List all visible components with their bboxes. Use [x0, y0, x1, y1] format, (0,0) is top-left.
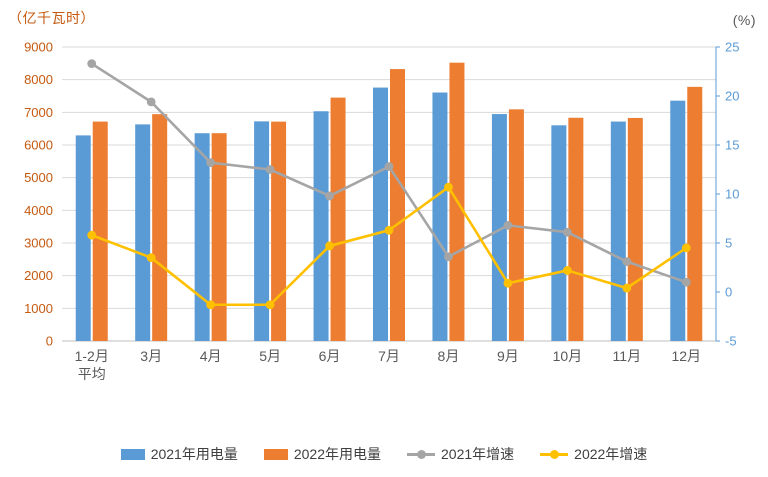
marker-2021年增速 — [146, 97, 156, 107]
bar-2021年用电量 — [254, 121, 270, 341]
left-axis-tick-label: 0 — [46, 334, 53, 349]
left-axis-tick-label: 2000 — [24, 268, 53, 283]
x-axis-label: 9月 — [497, 348, 519, 364]
marker-2022年增速 — [562, 266, 572, 275]
bar-2022年用电量 — [330, 97, 346, 341]
right-axis-tick-label: 5 — [725, 236, 732, 251]
bar-2021年用电量 — [432, 92, 448, 341]
legend-item-2021年增速: 2021年增速 — [407, 444, 514, 464]
bar-2021年用电量 — [313, 111, 329, 341]
legend-swatch-icon — [263, 448, 288, 460]
legend-swatch-icon — [120, 448, 145, 460]
bar-2022年用电量 — [211, 133, 227, 341]
bar-2021年用电量 — [194, 133, 210, 341]
x-axis-label: 1-2月平均 — [75, 348, 109, 382]
marker-2022年增速 — [444, 182, 453, 192]
marker-2021年增速 — [384, 162, 394, 171]
bar-2021年用电量 — [373, 87, 388, 342]
x-axis-label: 10月 — [553, 348, 583, 364]
bar-2021年用电量 — [135, 124, 151, 342]
right-axis-tick-label: 10 — [725, 187, 739, 202]
x-axis-label: 4月 — [200, 348, 222, 364]
chart-legend: 2021年用电量 2022年用电量 2021年增速 2022年增速 — [0, 444, 768, 464]
x-axis-label: 7月 — [378, 348, 400, 364]
bar-2022年用电量 — [390, 69, 405, 341]
left-axis-tick-label: 4000 — [24, 203, 53, 218]
marker-2021年增速 — [622, 257, 632, 267]
marker-2021年增速 — [562, 227, 572, 237]
x-axis-label: 11月 — [613, 348, 642, 364]
legend-label: 2021年用电量 — [150, 446, 238, 462]
right-axis-title: (%) — [732, 12, 756, 28]
bar-2022年用电量 — [568, 117, 584, 341]
legend-label: 2021年增速 — [441, 446, 515, 462]
legend-line-marker-icon — [407, 449, 435, 460]
marker-2022年增速 — [622, 283, 632, 293]
marker-2021年增速 — [87, 59, 97, 69]
bar-2021年用电量 — [670, 100, 686, 342]
left-axis-tick-label: 1000 — [24, 301, 53, 316]
right-axis-tick-label: 20 — [725, 89, 739, 104]
right-axis-tick-label: -5 — [725, 334, 737, 349]
combo-chart: 0 1000 2000 3000 4000 5000 6000 7000 8000 9000 -5 0… — [24, 40, 739, 383]
left-axis-tick-label: 8000 — [24, 72, 53, 87]
bar-2021年用电量 — [491, 114, 507, 341]
left-axis-tick-label: 6000 — [24, 138, 53, 153]
bar-2022年用电量 — [92, 121, 108, 341]
marker-2021年增速 — [206, 158, 216, 168]
line-2021年增速 — [91, 62, 687, 284]
marker-2022年增速 — [87, 230, 97, 240]
legend-label: 2022年增速 — [574, 446, 648, 462]
x-axis-label: 5月 — [259, 348, 281, 364]
legend-line-marker-icon — [540, 449, 569, 460]
x-axis-label: 8月 — [438, 348, 460, 364]
bar-2021年用电量 — [75, 135, 91, 341]
x-axis-label: 6月 — [319, 348, 341, 364]
legend-item-2022年用电量: 2022年用电量 — [263, 444, 381, 464]
marker-2021年增速 — [325, 191, 334, 201]
marker-2021年增速 — [444, 252, 453, 262]
marker-2021年增速 — [503, 220, 513, 230]
bar-2021年用电量 — [551, 125, 567, 341]
marker-2022年增速 — [265, 300, 275, 310]
marker-2022年增速 — [681, 243, 691, 253]
marker-2022年增速 — [384, 225, 394, 235]
marker-2022年增速 — [503, 278, 513, 288]
left-axis-tick-label: 9000 — [24, 40, 53, 55]
marker-2021年增速 — [681, 277, 691, 287]
marker-2022年增速 — [146, 253, 156, 263]
bar-2022年用电量 — [687, 86, 703, 341]
right-axis-tick-label: 25 — [725, 40, 739, 55]
right-axis-tick-label: 0 — [725, 285, 732, 300]
legend-item-2021年用电量: 2021年用电量 — [120, 444, 238, 464]
left-axis-tick-label: 5000 — [24, 170, 53, 185]
bar-2022年用电量 — [271, 121, 287, 342]
left-axis-tick-label: 3000 — [24, 236, 53, 251]
left-axis-tick-label: 7000 — [24, 105, 53, 120]
legend-item-2022年增速: 2022年增速 — [540, 444, 647, 464]
bar-2022年用电量 — [627, 117, 643, 342]
legend-label: 2022年用电量 — [293, 446, 381, 462]
right-axis-tick-label: 15 — [725, 138, 739, 153]
left-axis-title: （亿千瓦时） — [8, 10, 95, 26]
marker-2021年增速 — [265, 165, 275, 174]
x-axis-label: 3月 — [140, 348, 162, 364]
bar-2021年用电量 — [610, 121, 626, 341]
marker-2022年增速 — [325, 241, 334, 251]
bar-2022年用电量 — [152, 114, 168, 342]
x-axis-label: 12月 — [671, 348, 701, 364]
marker-2022年增速 — [206, 300, 216, 310]
